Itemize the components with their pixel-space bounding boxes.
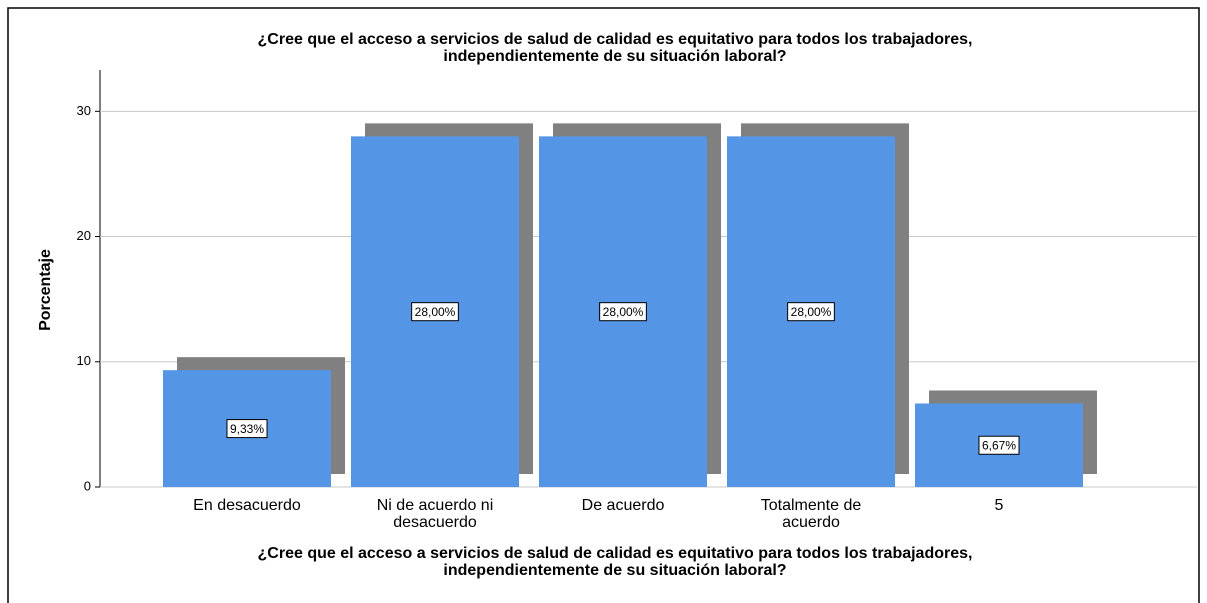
chart-title: ¿Cree que el acceso a servicios de salud…	[258, 31, 973, 48]
y-tick-label: 20	[77, 228, 91, 243]
y-tick-label: 30	[77, 103, 91, 118]
value-label-box	[787, 302, 835, 322]
x-tick-label: acuerdo	[782, 514, 840, 531]
y-tick-label: 10	[77, 353, 91, 368]
value-label: 28,00%	[415, 305, 456, 319]
x-tick-label: Ni de acuerdo ni	[377, 497, 494, 514]
x-tick-label: De acuerdo	[582, 497, 665, 514]
value-label-box	[411, 302, 459, 322]
value-label-box	[978, 435, 1020, 455]
x-tick-label: 5	[995, 497, 1004, 514]
y-tick-label: 0	[84, 478, 91, 493]
value-label-box	[226, 419, 268, 439]
x-axis-label: independientemente de su situación labor…	[443, 562, 786, 579]
value-label: 28,00%	[791, 305, 832, 319]
chart-title: independientemente de su situación labor…	[443, 48, 786, 65]
value-label: 28,00%	[603, 305, 644, 319]
x-tick-label: desacuerdo	[393, 514, 477, 531]
value-label: 6,67%	[982, 438, 1016, 452]
x-tick-label: En desacuerdo	[193, 497, 301, 514]
x-axis-label: ¿Cree que el acceso a servicios de salud…	[258, 545, 973, 562]
y-axis-label: Porcentaje	[37, 249, 54, 331]
value-label: 9,33%	[230, 422, 264, 436]
x-tick-label: Totalmente de	[761, 497, 862, 514]
value-label-box	[599, 302, 647, 322]
frame	[7, 7, 1200, 603]
